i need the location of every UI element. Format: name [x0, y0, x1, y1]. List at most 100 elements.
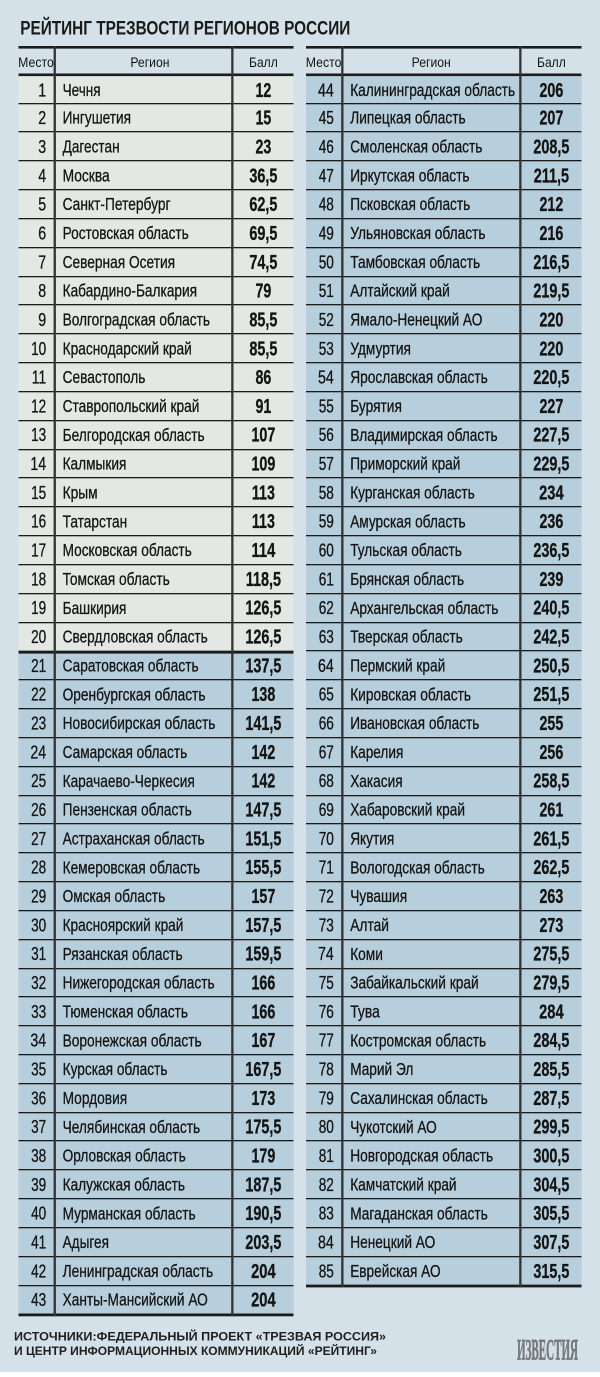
- svg-text:167,5: 167,5: [245, 1058, 281, 1081]
- svg-text:РЕЙТИНГ ТРЕЗВОСТИ РЕГИОНОВ РОС: РЕЙТИНГ ТРЕЗВОСТИ РЕГИОНОВ РОССИИ: [20, 16, 350, 40]
- svg-text:Балл: Балл: [249, 54, 278, 70]
- svg-text:166: 166: [252, 972, 276, 995]
- svg-text:Бурятия: Бурятия: [350, 396, 402, 416]
- svg-text:304,5: 304,5: [533, 1173, 569, 1196]
- svg-text:Коми: Коми: [350, 944, 383, 964]
- svg-text:75: 75: [319, 972, 334, 993]
- svg-text:Хакасия: Хакасия: [350, 771, 402, 791]
- svg-text:211,5: 211,5: [534, 164, 569, 187]
- svg-text:219,5: 219,5: [533, 280, 569, 303]
- svg-text:Приморский край: Приморский край: [350, 454, 460, 474]
- svg-text:5: 5: [38, 194, 46, 215]
- svg-text:26: 26: [31, 799, 46, 820]
- svg-text:37: 37: [31, 1116, 46, 1137]
- svg-text:74,5: 74,5: [249, 251, 277, 274]
- svg-text:Ингушетия: Ингушетия: [63, 108, 131, 128]
- svg-text:2: 2: [38, 107, 46, 128]
- svg-text:Регион: Регион: [412, 54, 451, 70]
- svg-text:41: 41: [31, 1232, 46, 1253]
- svg-text:Смоленская область: Смоленская область: [350, 137, 482, 157]
- svg-text:53: 53: [319, 338, 334, 359]
- svg-text:Камчатский край: Камчатский край: [350, 1174, 456, 1194]
- svg-text:261,5: 261,5: [533, 827, 569, 850]
- svg-text:242,5: 242,5: [533, 626, 569, 649]
- svg-text:187,5: 187,5: [245, 1173, 281, 1196]
- svg-text:Вологодская область: Вологодская область: [350, 857, 485, 877]
- svg-text:67: 67: [319, 741, 334, 762]
- svg-text:12: 12: [256, 79, 272, 102]
- svg-text:Алтайский край: Алтайский край: [350, 281, 450, 301]
- svg-text:Костромская область: Костромская область: [350, 1030, 486, 1050]
- svg-text:38: 38: [31, 1145, 46, 1166]
- svg-text:227,5: 227,5: [533, 424, 569, 447]
- svg-text:279,5: 279,5: [533, 972, 569, 995]
- svg-text:315,5: 315,5: [533, 1260, 569, 1283]
- svg-text:69,5: 69,5: [249, 222, 277, 245]
- svg-text:15: 15: [31, 482, 46, 503]
- svg-text:Курская область: Курская область: [63, 1059, 168, 1079]
- svg-text:82: 82: [319, 1174, 334, 1195]
- svg-text:256: 256: [540, 741, 564, 764]
- svg-text:299,5: 299,5: [533, 1116, 569, 1139]
- svg-text:255: 255: [540, 712, 564, 735]
- svg-text:Краснодарский край: Краснодарский край: [63, 338, 192, 358]
- svg-text:40: 40: [31, 1203, 46, 1224]
- svg-text:284: 284: [539, 1000, 564, 1023]
- svg-text:34: 34: [30, 1030, 46, 1051]
- svg-text:36: 36: [31, 1087, 46, 1108]
- svg-text:Ивановская область: Ивановская область: [350, 713, 479, 733]
- svg-text:4: 4: [38, 165, 46, 186]
- svg-text:Ульяновская область: Ульяновская область: [350, 223, 485, 243]
- svg-text:79: 79: [319, 1087, 334, 1108]
- svg-text:15: 15: [256, 107, 272, 130]
- svg-text:142: 142: [252, 741, 276, 764]
- svg-text:Тува: Тува: [350, 1001, 380, 1021]
- svg-text:Ленинградская область: Ленинградская область: [63, 1261, 214, 1281]
- svg-text:Калининградская область: Калининградская область: [350, 80, 515, 100]
- svg-text:16: 16: [31, 511, 46, 532]
- svg-text:113: 113: [252, 510, 275, 533]
- svg-text:74: 74: [318, 943, 334, 964]
- svg-text:10: 10: [31, 338, 46, 359]
- svg-text:Челябинская область: Челябинская область: [63, 1117, 201, 1137]
- svg-text:234: 234: [539, 481, 564, 504]
- svg-text:39: 39: [31, 1174, 46, 1195]
- svg-text:159,5: 159,5: [245, 943, 281, 966]
- svg-text:Хабаровский край: Хабаровский край: [350, 800, 465, 820]
- svg-text:8: 8: [38, 280, 46, 301]
- svg-text:Амурская область: Амурская область: [350, 511, 466, 531]
- svg-text:142: 142: [252, 770, 276, 793]
- svg-text:138: 138: [252, 683, 276, 706]
- svg-text:Мордовия: Мордовия: [63, 1088, 128, 1108]
- svg-text:Томская область: Томская область: [63, 569, 170, 589]
- svg-text:Брянская область: Брянская область: [350, 569, 464, 589]
- svg-text:Калмыкия: Калмыкия: [63, 454, 127, 474]
- svg-text:Забайкальский край: Забайкальский край: [350, 973, 478, 993]
- svg-text:21: 21: [31, 655, 46, 676]
- svg-text:147,5: 147,5: [245, 799, 281, 822]
- svg-text:78: 78: [319, 1059, 334, 1080]
- svg-text:73: 73: [319, 914, 334, 935]
- svg-text:220,5: 220,5: [533, 366, 569, 389]
- svg-text:Владимирская область: Владимирская область: [350, 425, 497, 445]
- svg-text:80: 80: [319, 1116, 334, 1137]
- svg-text:54: 54: [318, 367, 334, 388]
- svg-text:261: 261: [540, 799, 564, 822]
- svg-text:7: 7: [38, 251, 46, 272]
- svg-text:206: 206: [540, 79, 564, 102]
- svg-text:51: 51: [319, 280, 334, 301]
- svg-text:Санкт-Петербург: Санкт-Петербург: [63, 194, 171, 214]
- svg-text:285,5: 285,5: [533, 1058, 569, 1081]
- svg-text:109: 109: [252, 453, 276, 476]
- svg-text:19: 19: [31, 597, 46, 618]
- svg-text:31: 31: [31, 943, 46, 964]
- svg-text:251,5: 251,5: [533, 683, 569, 706]
- svg-text:Липецкая область: Липецкая область: [350, 108, 466, 128]
- svg-text:Новгородская область: Новгородская область: [350, 1146, 493, 1166]
- svg-text:Воронежская область: Воронежская область: [63, 1030, 202, 1050]
- svg-text:Иркутская область: Иркутская область: [350, 165, 469, 185]
- svg-text:Тамбовская область: Тамбовская область: [350, 252, 480, 272]
- svg-text:27: 27: [31, 828, 46, 849]
- svg-text:Башкирия: Башкирия: [63, 598, 127, 618]
- svg-text:81: 81: [319, 1145, 334, 1166]
